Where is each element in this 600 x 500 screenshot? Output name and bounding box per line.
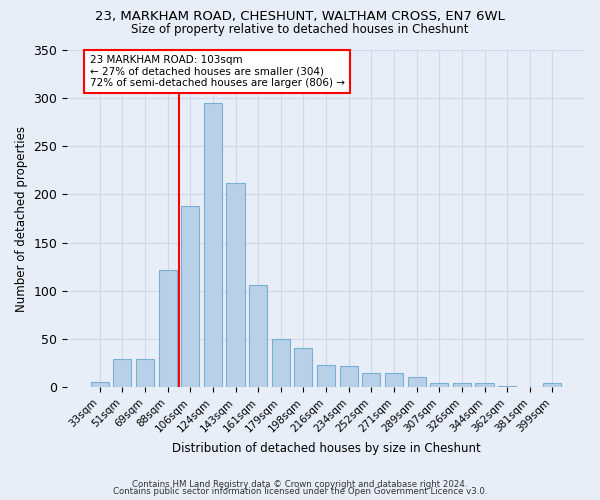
Bar <box>295 348 313 387</box>
Bar <box>249 285 267 387</box>
Text: Contains HM Land Registry data © Crown copyright and database right 2024.: Contains HM Land Registry data © Crown c… <box>132 480 468 489</box>
Bar <box>136 359 154 387</box>
Bar <box>226 183 245 387</box>
Y-axis label: Number of detached properties: Number of detached properties <box>15 126 28 312</box>
Text: 23 MARKHAM ROAD: 103sqm
← 27% of detached houses are smaller (304)
72% of semi-d: 23 MARKHAM ROAD: 103sqm ← 27% of detache… <box>89 55 344 88</box>
Bar <box>430 383 448 387</box>
Bar <box>407 378 425 387</box>
Bar <box>317 365 335 387</box>
Bar <box>340 366 358 387</box>
Bar <box>181 206 199 387</box>
Text: 23, MARKHAM ROAD, CHESHUNT, WALTHAM CROSS, EN7 6WL: 23, MARKHAM ROAD, CHESHUNT, WALTHAM CROS… <box>95 10 505 23</box>
Bar <box>544 383 562 387</box>
Text: Contains public sector information licensed under the Open Government Licence v3: Contains public sector information licen… <box>113 488 487 496</box>
Bar <box>385 372 403 387</box>
Bar <box>453 383 471 387</box>
Bar <box>113 359 131 387</box>
Text: Size of property relative to detached houses in Cheshunt: Size of property relative to detached ho… <box>131 22 469 36</box>
Bar <box>362 372 380 387</box>
Bar <box>91 382 109 387</box>
Bar <box>498 386 516 387</box>
Bar <box>158 270 176 387</box>
Bar <box>204 103 222 387</box>
X-axis label: Distribution of detached houses by size in Cheshunt: Distribution of detached houses by size … <box>172 442 481 455</box>
Bar <box>272 339 290 387</box>
Bar <box>475 383 494 387</box>
